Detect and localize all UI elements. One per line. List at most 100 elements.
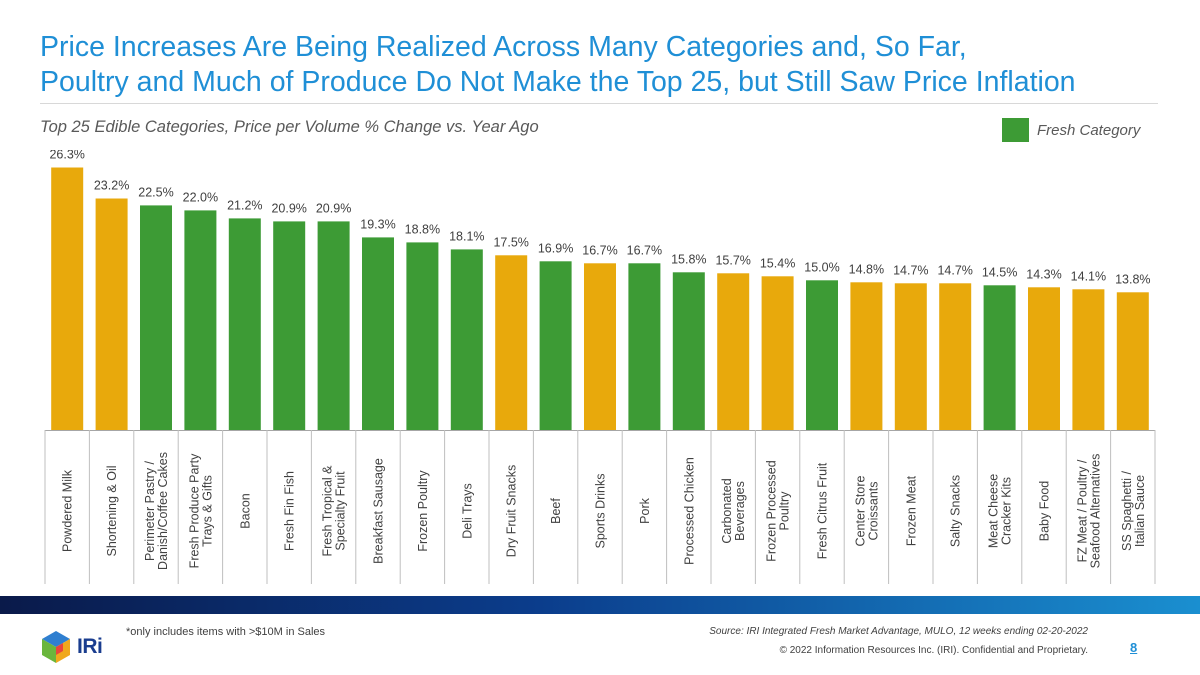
category-label-line: Powdered Milk [61, 469, 75, 552]
data-label: 18.8% [405, 222, 440, 236]
bar [806, 280, 838, 430]
category-label-line: Bacon [238, 493, 252, 528]
data-label: 20.9% [271, 201, 306, 215]
category-label-line: Salty Snacks [949, 475, 963, 547]
legend-swatch-fresh [1002, 118, 1029, 142]
category-label: Frozen Meat [904, 475, 918, 546]
category-label-line: Sports Drinks [594, 473, 608, 548]
bar [983, 285, 1016, 430]
bar [1072, 289, 1105, 430]
data-label: 19.3% [360, 217, 395, 231]
category-label: Fresh Produce PartyTrays & Gifts [187, 453, 214, 568]
source-note: Source: IRI Integrated Fresh Market Adva… [709, 626, 1088, 637]
data-label: 13.8% [1115, 272, 1150, 286]
bar [1116, 292, 1149, 430]
data-label: 18.1% [449, 229, 484, 243]
category-label-line: Frozen Meat [904, 475, 918, 546]
category-label-line: Danish/Coffee Cakes [156, 452, 170, 570]
bar [450, 249, 483, 430]
bar [717, 273, 750, 430]
category-label-line: Fresh Produce Party [187, 453, 201, 568]
category-label: Processed Chicken [682, 457, 696, 565]
bar [140, 205, 172, 430]
category-label-line: Processed Chicken [682, 457, 696, 565]
category-label: Sports Drinks [594, 473, 608, 548]
category-label-line: Croissants [866, 481, 880, 540]
category-label-line: Carbonated [720, 478, 734, 543]
chart-subtitle: Top 25 Edible Categories, Price per Volu… [40, 118, 539, 136]
category-label: CarbonatedBeverages [720, 478, 747, 543]
page-title: Price Increases Are Being Realized Acros… [40, 30, 1170, 100]
category-label: Shortening & Oil [105, 465, 119, 556]
category-label: Fresh Tropical &Specialty Fruit [321, 465, 348, 557]
category-label: Salty Snacks [949, 475, 963, 547]
chart-legend: Fresh Category [1002, 118, 1140, 142]
category-label: Beef [549, 498, 563, 524]
category-label-line: Breakfast Sausage [372, 458, 386, 564]
bar [628, 263, 661, 430]
category-label-line: Pork [638, 497, 652, 523]
iri-logo: IRi [40, 628, 120, 666]
category-label: Frozen Poultry [416, 470, 430, 552]
category-label-line: Meat Cheese [987, 474, 1001, 548]
category-label: Powdered Milk [61, 469, 75, 552]
category-label-line: FZ Meat / Poultry / [1075, 459, 1089, 562]
category-label: Fresh Citrus Fruit [816, 462, 830, 559]
category-label-line: Perimeter Pastry / [143, 460, 157, 561]
category-label: Breakfast Sausage [372, 458, 386, 564]
bar [95, 198, 128, 430]
category-label-line: Dry Fruit Snacks [505, 465, 519, 557]
bar [184, 210, 217, 430]
category-label: SS Spaghetti /Italian Sauce [1120, 471, 1147, 551]
bar [317, 221, 350, 430]
bar [939, 283, 972, 430]
copyright-note: © 2022 Information Resources Inc. (IRI).… [779, 645, 1088, 656]
category-label-line: Fresh Fin Fish [283, 471, 297, 551]
category-label-line: Seafood Alternatives [1088, 454, 1102, 569]
category-label: Center StoreCroissants [853, 476, 880, 547]
category-label-line: Fresh Citrus Fruit [816, 462, 830, 559]
data-label: 14.3% [1026, 267, 1061, 281]
category-label: Fresh Fin Fish [283, 471, 297, 551]
data-label: 15.8% [671, 252, 706, 266]
data-label: 14.7% [893, 263, 928, 277]
legend-label-fresh: Fresh Category [1037, 121, 1141, 139]
data-label: 23.2% [94, 179, 129, 193]
bar-chart: 26.3% Powdered Milk 23.2% Shortening & Oil 2… [44, 150, 1156, 584]
category-label: Deli Trays [460, 483, 474, 539]
footnote: *only includes items with >$10M in Sales [126, 626, 326, 638]
bar [228, 218, 261, 430]
category-label-line: Poultry [778, 491, 792, 531]
category-label-line: Italian Sauce [1133, 475, 1147, 547]
data-label: 15.7% [715, 253, 750, 267]
data-label: 22.0% [183, 190, 218, 204]
bar [850, 282, 883, 430]
logo-text: IRi [77, 635, 103, 658]
category-label-line: Shortening & Oil [105, 465, 119, 556]
category-label: Dry Fruit Snacks [505, 465, 519, 557]
bar [406, 242, 439, 430]
data-label: 15.4% [760, 256, 795, 270]
data-label: 17.5% [493, 235, 528, 249]
bar [539, 261, 572, 430]
category-label-line: Frozen Poultry [416, 470, 430, 552]
title-divider [40, 103, 1158, 104]
category-label-line: Trays & Gifts [200, 475, 214, 547]
category-label-line: Deli Trays [460, 483, 474, 539]
data-label: 14.8% [849, 262, 884, 276]
category-label-line: Specialty Fruit [334, 471, 348, 551]
category-label-line: Beef [549, 498, 563, 524]
category-label: FZ Meat / Poultry /Seafood Alternatives [1075, 454, 1102, 569]
category-label: Pork [638, 497, 652, 523]
bar [273, 221, 306, 430]
data-label: 21.2% [227, 198, 262, 212]
bar [894, 283, 927, 430]
category-label: Perimeter Pastry /Danish/Coffee Cakes [143, 452, 170, 570]
data-label: 15.0% [804, 260, 839, 274]
iri-logo-icon [42, 631, 70, 663]
bar [761, 276, 794, 430]
data-label: 16.9% [538, 241, 573, 255]
category-label-line: Beverages [733, 481, 747, 541]
category-label-line: SS Spaghetti / [1120, 471, 1134, 551]
category-label-line: Frozen Processed [765, 460, 779, 561]
